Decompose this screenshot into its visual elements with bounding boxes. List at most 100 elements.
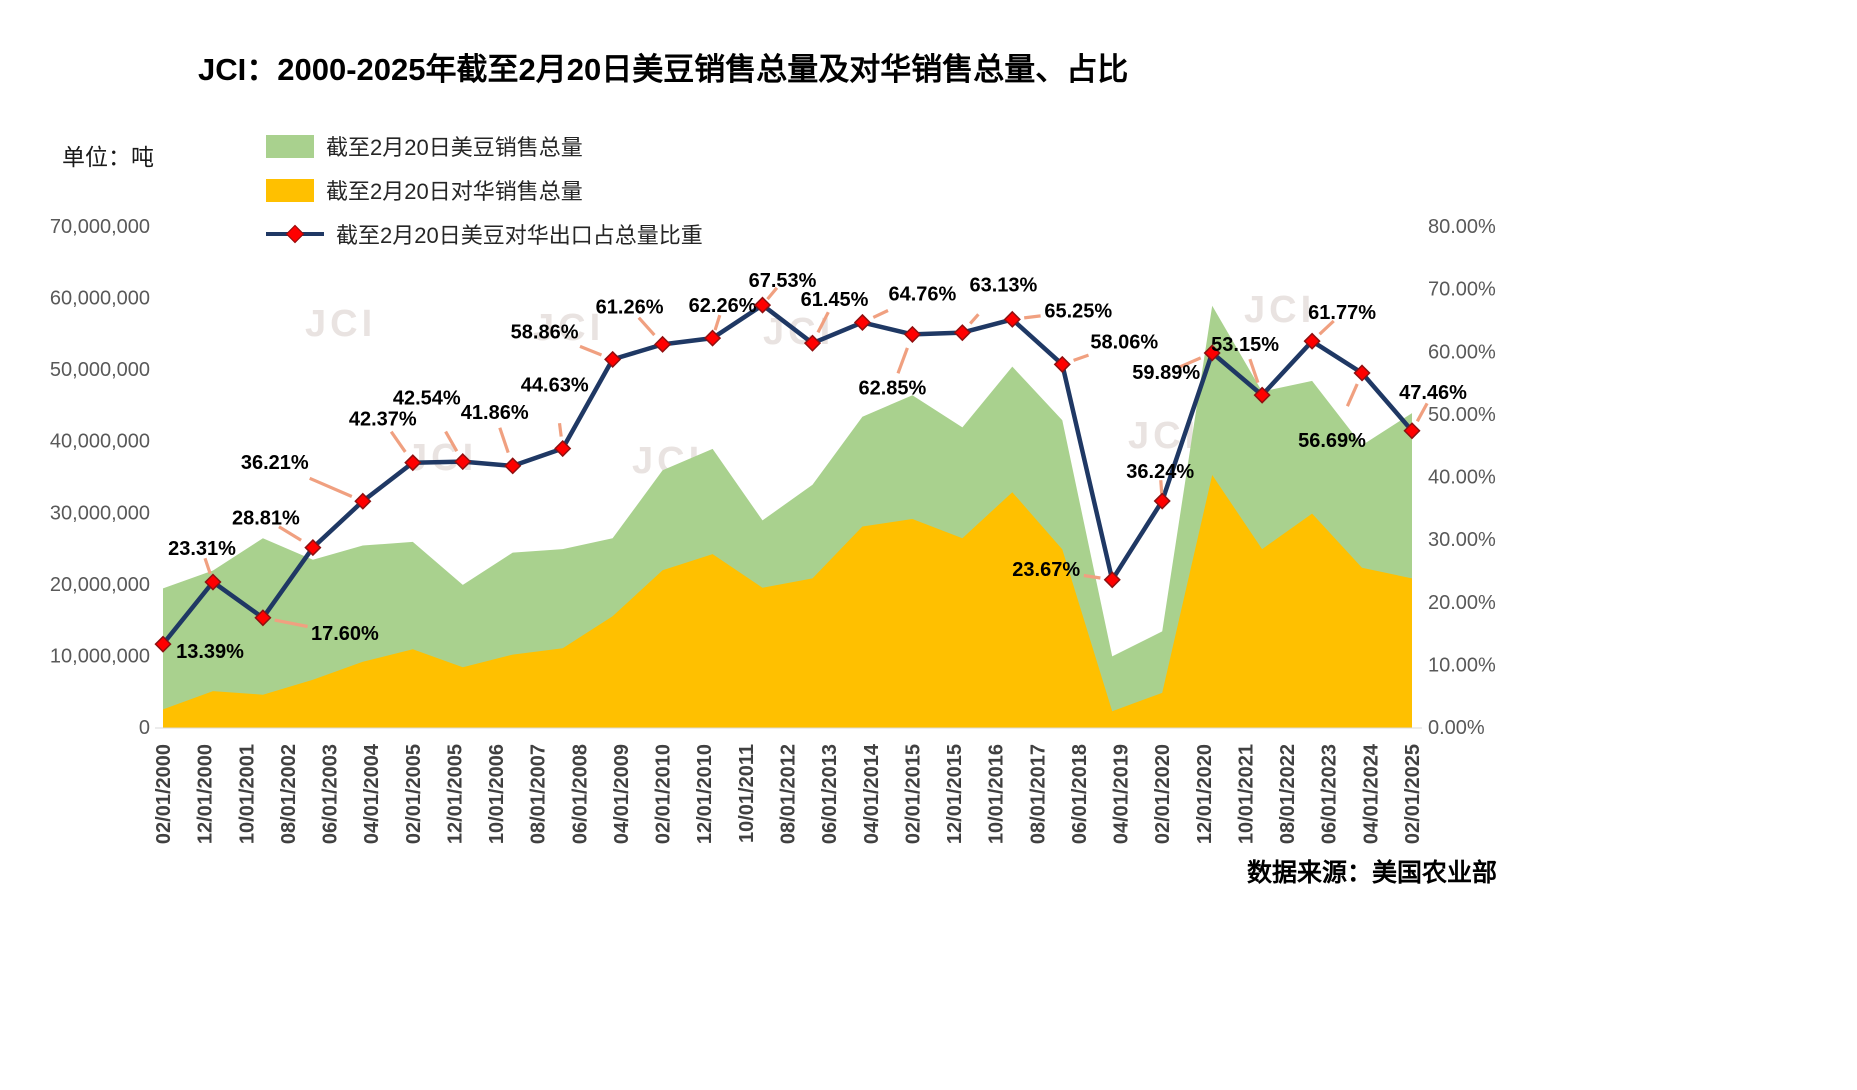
label-leader-line — [896, 347, 909, 374]
share-value-label: 65.25% — [1044, 300, 1112, 322]
left-axis-tick-label: 60,000,000 — [50, 288, 150, 310]
share-value-label: 58.86% — [511, 321, 579, 343]
x-axis-tick-label: 02/01/2020 — [1152, 744, 1174, 844]
x-axis-tick-label: 02/01/2005 — [403, 744, 425, 844]
share-value-label: 36.21% — [241, 452, 309, 474]
x-axis-tick-label: 02/01/2015 — [902, 744, 924, 844]
share-marker — [1303, 332, 1321, 350]
label-leader-line — [1083, 573, 1101, 580]
share-marker — [454, 453, 472, 471]
label-leader-line — [816, 311, 830, 334]
label-leader-line — [637, 316, 656, 337]
share-marker — [953, 324, 971, 342]
share-value-label: 53.15% — [1211, 334, 1279, 356]
left-axis-tick-label: 10,000,000 — [50, 645, 150, 667]
share-value-label: 42.54% — [393, 388, 461, 410]
x-axis-tick-label: 06/01/2013 — [819, 744, 841, 844]
share-value-label: 23.31% — [168, 538, 236, 560]
share-marker — [554, 439, 572, 458]
share-marker — [504, 457, 522, 475]
share-value-label: 47.46% — [1399, 382, 1467, 404]
x-axis-tick-label: 04/01/2004 — [361, 743, 383, 844]
label-leader-line — [1178, 356, 1202, 369]
label-leader-line — [309, 476, 353, 498]
label-leader-line — [872, 309, 889, 319]
share-value-label: 61.45% — [801, 289, 869, 311]
label-leader-line — [389, 430, 407, 453]
share-value-label: 28.81% — [232, 508, 300, 530]
label-leader-line — [579, 344, 603, 357]
left-axis-tick-label: 70,000,000 — [50, 216, 150, 238]
jci-watermark: JCI — [305, 303, 376, 345]
share-value-label: 41.86% — [461, 402, 529, 424]
share-value-label: 61.77% — [1308, 302, 1376, 324]
legend-label-share: 截至2月20日美豆对华出口占总量比重 — [336, 223, 703, 248]
total-area-swatch — [266, 134, 314, 158]
share-value-label: 13.39% — [176, 641, 244, 663]
left-axis-tick-label: 20,000,000 — [50, 574, 150, 596]
share-value-label: 58.06% — [1090, 331, 1158, 353]
x-axis-tick-label: 12/01/2000 — [195, 744, 217, 844]
share-marker — [354, 492, 372, 510]
left-axis-tick-label: 30,000,000 — [50, 502, 150, 524]
share-value-label: 62.85% — [858, 377, 926, 399]
x-axis-tick-label: 10/01/2006 — [486, 744, 508, 844]
china-area-swatch — [266, 178, 314, 202]
share-value-label: 67.53% — [749, 270, 817, 292]
x-axis-tick-label: 02/01/2010 — [653, 744, 675, 844]
x-axis-tick-label: 06/01/2018 — [1069, 744, 1091, 844]
jci-watermark: JCI — [1244, 289, 1315, 331]
chart-title: JCI：2000-2025年截至2月20日美豆销售总量及对华销售总量、占比 — [198, 52, 1129, 87]
label-leader-line — [203, 557, 212, 575]
x-axis-tick-label: 04/01/2009 — [611, 744, 633, 844]
right-axis-tick-label: 60.00% — [1428, 341, 1496, 363]
share-marker — [1353, 364, 1371, 382]
legend-item-share: 截至2月20日美豆对华出口占总量比重 — [266, 218, 703, 250]
label-leader-line — [713, 314, 722, 331]
share-marker — [903, 325, 921, 343]
x-axis-tick-label: 12/01/2015 — [944, 744, 966, 844]
label-leader-line — [557, 422, 563, 437]
share-value-label: 64.76% — [888, 283, 956, 305]
share-marker — [604, 350, 622, 368]
share-marker — [154, 635, 172, 653]
right-axis-tick-label: 0.00% — [1428, 717, 1485, 739]
share-value-label: 36.24% — [1126, 461, 1194, 483]
unit-label: 单位：吨 — [62, 144, 154, 170]
share-marker — [1153, 492, 1171, 510]
share-marker — [703, 329, 722, 347]
x-axis-tick-label: 06/01/2008 — [569, 744, 591, 844]
label-leader-line — [1415, 402, 1429, 423]
share-marker — [654, 335, 672, 353]
label-leader-line — [444, 430, 459, 452]
x-axis-tick-label: 12/01/2010 — [694, 744, 716, 844]
label-leader-line — [278, 525, 302, 542]
label-leader-line — [498, 427, 510, 454]
share-marker — [1253, 386, 1271, 404]
right-axis-tick-label: 40.00% — [1428, 467, 1496, 489]
share-value-label: 61.26% — [596, 296, 664, 318]
share-marker — [1403, 422, 1421, 440]
legend-label-total: 截至2月20日美豆销售总量 — [326, 135, 583, 160]
share-marker — [1053, 355, 1071, 373]
x-axis-tick-label: 10/01/2016 — [986, 744, 1008, 844]
x-axis-tick-label: 02/01/2025 — [1402, 744, 1424, 844]
share-value-label: 44.63% — [521, 375, 589, 397]
label-leader-line — [1024, 314, 1041, 320]
share-value-label: 62.26% — [689, 295, 757, 317]
x-axis-tick-label: 08/01/2017 — [1027, 744, 1049, 844]
left-axis-tick-label: 50,000,000 — [50, 359, 150, 381]
right-axis-tick-label: 30.00% — [1428, 529, 1496, 551]
x-axis-tick-label: 04/01/2024 — [1360, 743, 1382, 844]
data-source: 数据来源：美国农业部 — [1247, 859, 1498, 887]
label-leader-line — [968, 313, 980, 325]
jci-watermark: JCI — [533, 307, 604, 349]
share-marker — [1203, 344, 1221, 362]
x-axis-tick-label: 10/01/2021 — [1236, 744, 1258, 844]
x-axis-tick-label: 08/01/2012 — [778, 744, 800, 844]
x-axis-tick-label: 02/01/2000 — [153, 744, 175, 844]
x-axis-tick-label: 12/01/2005 — [444, 744, 466, 844]
share-marker — [304, 539, 322, 557]
